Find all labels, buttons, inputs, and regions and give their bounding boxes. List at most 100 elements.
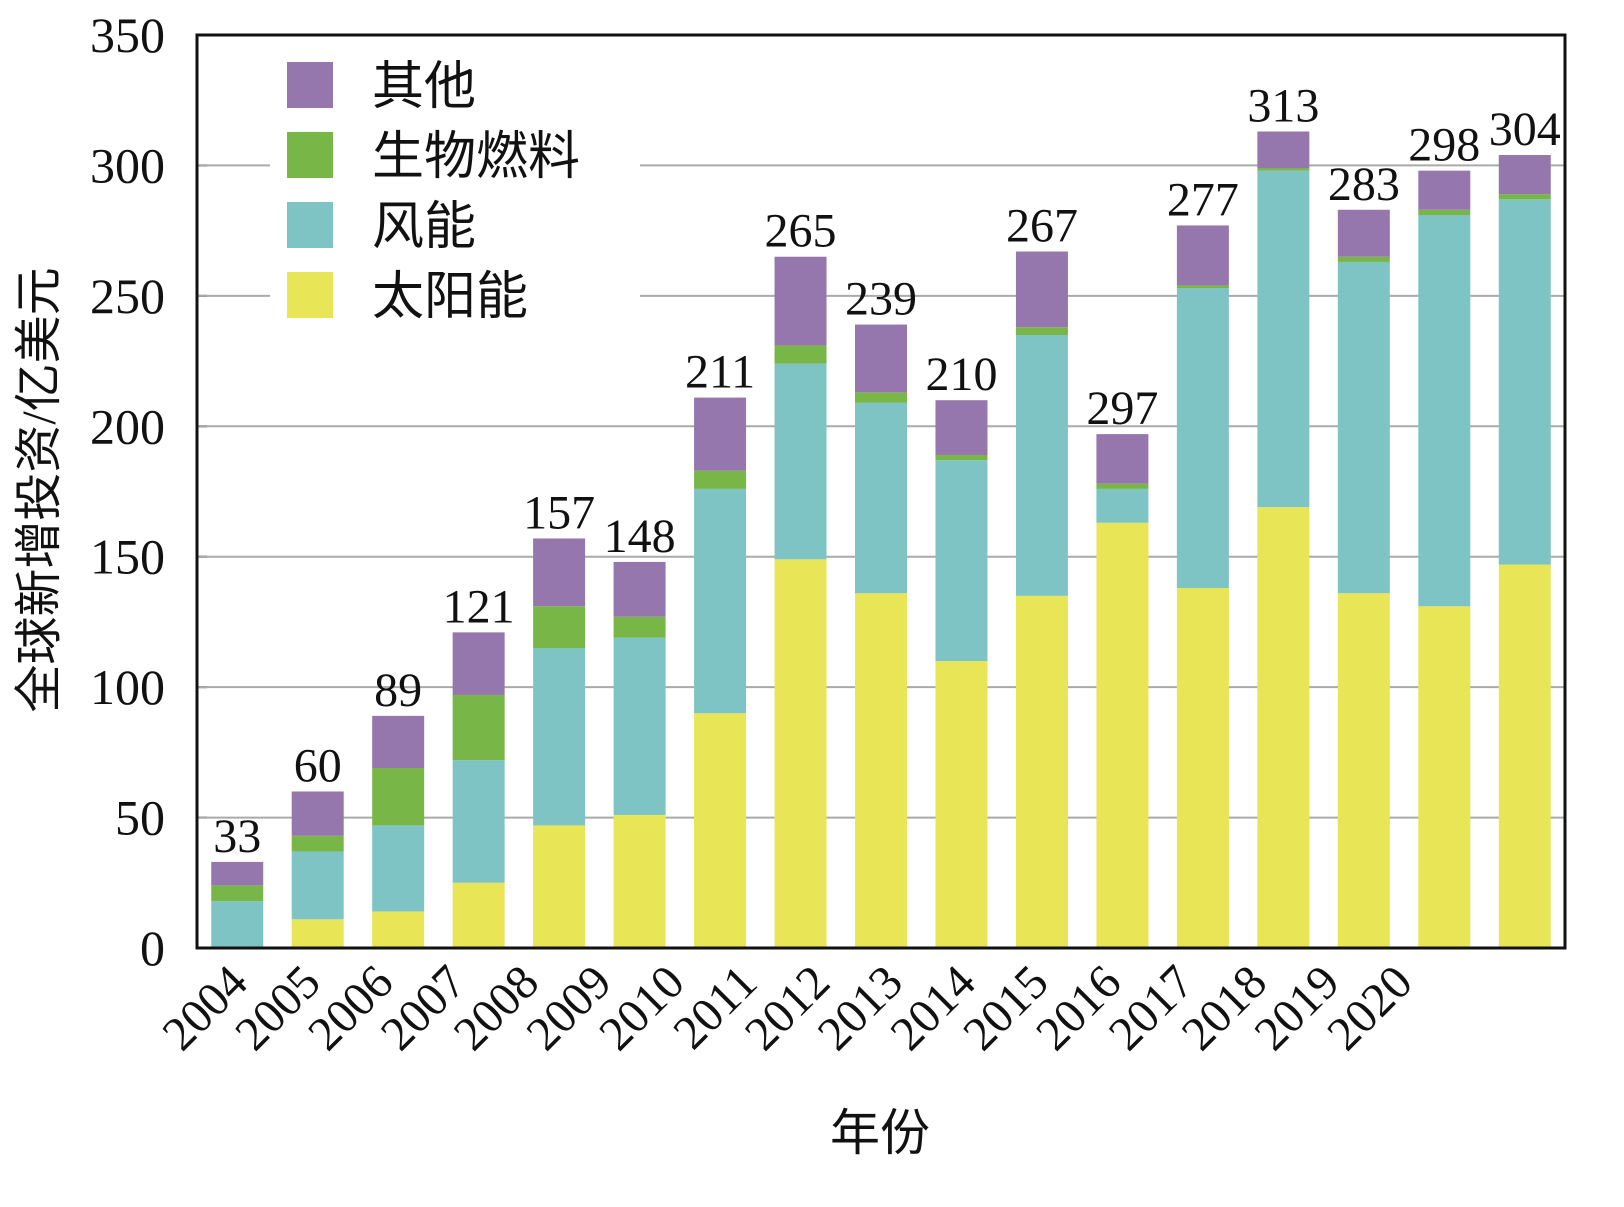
bar-segment xyxy=(533,648,586,826)
bar-segment xyxy=(291,791,344,836)
bar-segment xyxy=(613,814,666,948)
y-tick-label: 350 xyxy=(90,7,165,63)
total-label: 239 xyxy=(845,273,917,326)
bar-segment xyxy=(1418,606,1471,948)
legend-swatch xyxy=(287,132,333,178)
bar-segment xyxy=(211,885,264,902)
bar-segment xyxy=(1015,327,1068,335)
bar-segment xyxy=(1498,154,1551,195)
total-label: 267 xyxy=(1006,200,1078,253)
bar-segment xyxy=(694,713,747,948)
bar-segment xyxy=(613,637,666,815)
bar-segment xyxy=(452,760,505,883)
y-tick-label: 50 xyxy=(115,790,165,846)
bar-segment xyxy=(774,559,827,948)
bar-segment xyxy=(1257,168,1310,171)
legend-label: 太阳能 xyxy=(372,269,528,326)
legend-swatch xyxy=(287,202,333,248)
bar-segment xyxy=(1096,488,1149,523)
bar-segment xyxy=(372,825,425,912)
bar-segment xyxy=(774,363,827,560)
total-label: 121 xyxy=(443,580,515,633)
bar-segment xyxy=(1337,593,1390,948)
bar-segment xyxy=(1498,564,1551,948)
bar-segment xyxy=(372,768,425,826)
bar-segment xyxy=(1015,595,1068,948)
bar-segment xyxy=(1015,334,1068,596)
bar-segment xyxy=(1418,209,1471,215)
bar-segment xyxy=(211,901,264,948)
bar-segment xyxy=(935,460,988,662)
legend-swatch xyxy=(287,272,333,318)
bar-segment xyxy=(1176,588,1229,948)
total-label: 298 xyxy=(1408,119,1480,172)
bar-segment xyxy=(1337,209,1390,257)
bar-segment xyxy=(774,256,827,346)
bar-segment xyxy=(1257,170,1310,508)
bar-segment xyxy=(1176,225,1229,286)
bar-segment xyxy=(1176,288,1229,589)
legend-label: 其他 xyxy=(372,59,476,116)
bar-segment xyxy=(694,397,747,471)
bar-segment xyxy=(1176,285,1229,289)
bar-segment xyxy=(855,593,907,948)
y-tick-label: 300 xyxy=(90,137,165,193)
plot-frame xyxy=(195,33,1567,950)
bar-segment xyxy=(1096,522,1149,948)
bar-segment xyxy=(935,661,988,948)
total-label: 33 xyxy=(213,810,261,863)
bar-segment xyxy=(533,606,586,649)
legend-label: 生物燃料 xyxy=(372,129,580,186)
bar-segment xyxy=(1337,256,1390,262)
bar-segment xyxy=(1418,214,1471,607)
bar-segment xyxy=(774,345,827,364)
bar-segment xyxy=(291,919,344,948)
total-label: 297 xyxy=(1086,382,1158,435)
bar-segment xyxy=(452,882,505,948)
total-label: 211 xyxy=(685,346,755,399)
bar-segment xyxy=(452,694,505,761)
bar-segment xyxy=(1498,194,1551,200)
total-label: 157 xyxy=(523,486,595,539)
bar-segment xyxy=(1096,483,1149,489)
bar-segment xyxy=(1337,261,1390,594)
total-label: 277 xyxy=(1167,173,1239,226)
total-label: 313 xyxy=(1247,80,1319,133)
bar-segment xyxy=(1257,131,1310,169)
bar-segment xyxy=(1015,251,1068,328)
total-label: 148 xyxy=(604,510,676,563)
y-tick-label: 0 xyxy=(140,920,165,976)
bar-segment xyxy=(211,861,264,886)
bar-segment xyxy=(372,715,425,769)
bar-segment xyxy=(1257,507,1310,948)
bar-segment xyxy=(855,324,907,393)
bar-segment xyxy=(533,825,586,948)
bar-segment xyxy=(694,470,747,489)
y-tick-label: 100 xyxy=(90,659,165,715)
total-label: 89 xyxy=(374,664,422,717)
bar-segment xyxy=(613,561,666,617)
y-axis-label: 全球新增投资/亿美元 xyxy=(13,267,66,712)
legend-swatch xyxy=(287,62,333,108)
bar-segment xyxy=(613,616,666,638)
y-tick-label: 150 xyxy=(90,529,165,585)
total-label: 283 xyxy=(1328,158,1400,211)
y-tick-label: 200 xyxy=(90,398,165,454)
bar-segment xyxy=(1096,434,1149,484)
bar-segment xyxy=(855,402,907,594)
legend-label: 风能 xyxy=(372,199,476,256)
total-label: 304 xyxy=(1489,103,1561,156)
bar-segment xyxy=(935,454,988,461)
bar-segment xyxy=(694,488,747,714)
bar-segment xyxy=(291,835,344,852)
x-tick-label: 2020 xyxy=(1317,955,1422,1060)
bar-segment xyxy=(533,538,586,607)
bar-segment xyxy=(372,911,425,948)
bar-segment xyxy=(1418,170,1471,210)
x-axis-label: 年份 xyxy=(830,1105,930,1161)
total-label: 265 xyxy=(765,205,837,258)
bar-segment xyxy=(291,851,344,920)
bar-segment xyxy=(935,400,988,455)
bar-segment xyxy=(855,392,907,403)
